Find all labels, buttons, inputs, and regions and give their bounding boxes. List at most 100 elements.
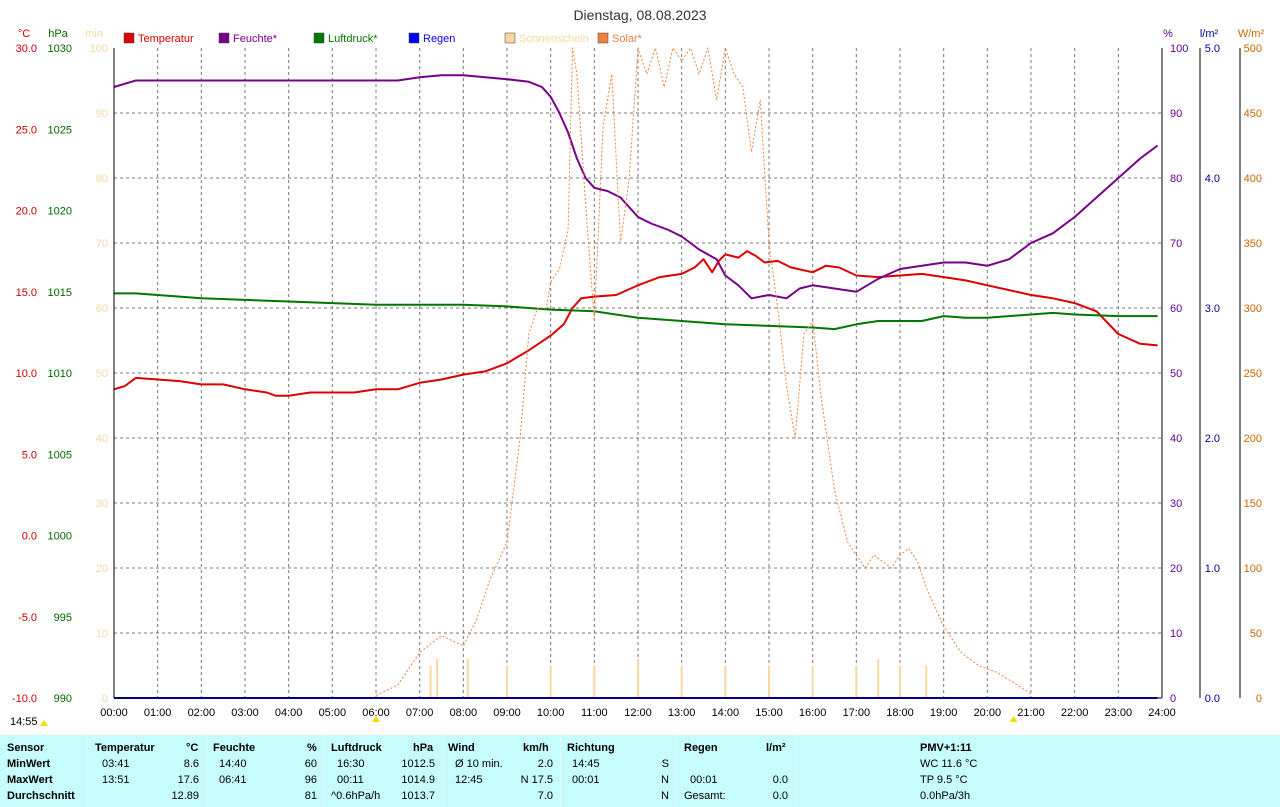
- x-tick-label: 14:00: [712, 707, 740, 719]
- x-tick-label: 01:00: [144, 707, 172, 719]
- temp-time: 03:41: [102, 758, 130, 770]
- sunshine-bar: [436, 659, 439, 698]
- rain-time: 00:01: [690, 774, 718, 786]
- x-tick-label: 09:00: [493, 707, 521, 719]
- sunshine-bar: [593, 665, 596, 698]
- temperature-tick-label: 10.0: [16, 368, 37, 380]
- legend-label: Sonnenschein: [519, 33, 589, 45]
- press-value: 1012.5: [401, 758, 435, 770]
- x-tick-label: 23:00: [1105, 707, 1133, 719]
- press-time: 00:11: [337, 774, 364, 786]
- sunshine-tick-label: 70: [96, 238, 108, 250]
- weather-chart: Dienstag, 08.08.2023 Temperatur Feuchte* L…: [12, 7, 1265, 726]
- temperature-tick-label: 0.0: [22, 531, 37, 543]
- dir-value: N: [661, 774, 669, 786]
- pressure-tick-label: 1010: [48, 368, 72, 380]
- wind-time: Ø 10 min.: [455, 758, 503, 770]
- x-tick-label: 03:00: [231, 707, 259, 719]
- row-label: MaxWert: [7, 774, 53, 786]
- sunshine-bar: [680, 665, 683, 698]
- dir-time: 14:45: [572, 758, 600, 770]
- pressure-tick-label: 1020: [48, 206, 72, 218]
- solar-tick-label: 300: [1244, 303, 1262, 315]
- sunshine-bar: [429, 665, 432, 698]
- press-value: 1013.7: [401, 790, 435, 802]
- press-time: 16:30: [337, 758, 365, 770]
- rain-tick-label: 3.0: [1205, 303, 1220, 315]
- humidity-tick-label: 70: [1170, 238, 1182, 250]
- sunshine-bar: [549, 665, 552, 698]
- legend-swatch: [597, 32, 609, 44]
- press-time: ^0.6hPa/h: [331, 790, 381, 802]
- stats-header-temp-unit: °C: [186, 742, 199, 754]
- sunshine-bar: [506, 665, 508, 698]
- humidity-tick-label: 20: [1170, 563, 1182, 575]
- pmv-value: TP 9.5 °C: [920, 774, 968, 786]
- sunshine-bar: [811, 665, 814, 698]
- sunshine-tick-label: 0: [102, 693, 108, 705]
- x-tick-label: 12:00: [624, 707, 652, 719]
- stats-header-rain: Regen: [684, 742, 718, 754]
- wind-value: N 17.5: [520, 774, 553, 786]
- rain-time: Gesamt:: [684, 790, 726, 802]
- wind-value: 2.0: [537, 758, 553, 770]
- hum-value: 60: [304, 758, 317, 770]
- sunshine-bar: [925, 665, 928, 698]
- row-label: Durchschnitt: [7, 790, 75, 802]
- x-tick-label: 04:00: [275, 707, 303, 719]
- rain-value: 0.0: [772, 774, 788, 786]
- pressure-tick-label: 1005: [48, 449, 72, 461]
- press-value: 1014.9: [401, 774, 435, 786]
- sunshine-tick-label: 40: [96, 433, 108, 445]
- humidity-tick-label: 100: [1170, 43, 1188, 55]
- solar-tick-label: 350: [1244, 238, 1262, 250]
- legend-swatch: [218, 32, 230, 44]
- sunshine-bars: [429, 659, 928, 698]
- humidity-tick-label: 80: [1170, 173, 1182, 185]
- pressure-tick-label: 1000: [48, 531, 72, 543]
- statistics-panel: Sensor Temperatur °C Feuchte % Luftdruck…: [0, 735, 1280, 807]
- x-tick-label: 05:00: [319, 707, 347, 719]
- solar-tick-label: 450: [1244, 108, 1262, 120]
- pressure-tick-label: 990: [54, 693, 72, 705]
- pressure-tick-label: 995: [54, 612, 72, 624]
- temperature-tick-label: 15.0: [16, 287, 37, 299]
- solar-tick-label: 400: [1244, 173, 1262, 185]
- sun-marker-icon: [372, 716, 380, 722]
- solar-unit-label: W/m²: [1238, 28, 1265, 40]
- current-time-label: 14:55: [10, 716, 38, 728]
- pressure-unit-label: hPa: [48, 28, 68, 40]
- temperature-tick-label: -5.0: [18, 612, 37, 624]
- legend-swatch: [123, 32, 135, 44]
- temp-value: 8.6: [183, 758, 199, 770]
- solar-tick-label: 200: [1244, 433, 1262, 445]
- sunshine-tick-label: 20: [96, 563, 108, 575]
- sunshine-bar: [899, 665, 901, 698]
- feuchte-line: [113, 74, 1159, 300]
- temperature-tick-label: 5.0: [22, 449, 37, 461]
- stats-header-rain-unit: l/m²: [766, 742, 786, 754]
- rain-tick-label: 2.0: [1205, 433, 1220, 445]
- solar-tick-label: 150: [1244, 498, 1262, 510]
- sunshine-bar: [877, 659, 880, 698]
- rain-tick-label: 4.0: [1205, 173, 1220, 185]
- x-tick-label: 21:00: [1017, 707, 1045, 719]
- axis-unit-labels: °C hPa min% l/m² W/m²: [18, 28, 1265, 40]
- dir-value: S: [661, 758, 669, 770]
- stats-header-sensor: Sensor: [7, 742, 45, 754]
- solar-line: [375, 47, 1032, 696]
- temperature-tick-label: 25.0: [16, 124, 37, 136]
- solar-tick-label: 100: [1244, 563, 1262, 575]
- hum-time: 06:41: [219, 774, 247, 786]
- pmv-value: 0.0hPa/3h: [920, 790, 971, 802]
- dir-time: 00:01: [572, 774, 600, 786]
- stats-header-pmv: PMV+1:11: [920, 742, 972, 754]
- temp-value: 17.6: [177, 774, 199, 786]
- stats-header-hum-unit: %: [307, 742, 317, 754]
- humidity-tick-label: 50: [1170, 368, 1182, 380]
- rain-unit-label: l/m²: [1200, 28, 1219, 40]
- sunshine-bar: [855, 665, 858, 698]
- luftdruck-line: [114, 292, 1158, 331]
- sunshine-tick-label: 80: [96, 173, 108, 185]
- solar-tick-label: 50: [1250, 628, 1262, 640]
